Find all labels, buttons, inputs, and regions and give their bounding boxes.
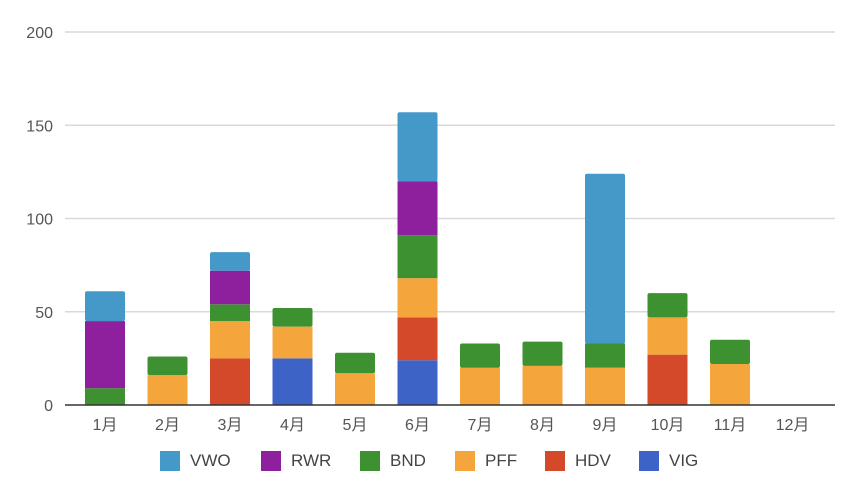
x-tick-label: 4月 xyxy=(280,417,305,434)
bars xyxy=(85,112,750,405)
legend-swatch xyxy=(360,451,380,471)
x-tick-label: 6月 xyxy=(405,417,430,434)
legend-item-bnd[interactable]: BND xyxy=(360,445,426,477)
x-tick-label: 2月 xyxy=(155,417,180,434)
bar-pff-8 xyxy=(522,365,563,405)
x-tick-label: 1月 xyxy=(93,417,118,434)
legend-swatch xyxy=(545,451,565,471)
legend-swatch xyxy=(261,451,281,471)
bar-vwo-9 xyxy=(585,173,625,344)
x-tick-label: 11月 xyxy=(714,417,747,434)
bar-bnd-8 xyxy=(522,341,563,366)
legend-label: VWO xyxy=(190,451,231,470)
legend-item-hdv[interactable]: HDV xyxy=(545,445,611,477)
bar-hdv-3 xyxy=(210,358,250,405)
y-tick-label: 150 xyxy=(26,118,53,135)
bar-bnd-11 xyxy=(710,339,750,364)
y-tick-label: 100 xyxy=(26,212,53,229)
bar-pff-3 xyxy=(210,321,250,359)
x-tick-label: 12月 xyxy=(776,417,810,434)
y-tick-label: 50 xyxy=(35,305,53,322)
bar-bnd-5 xyxy=(335,352,375,374)
bar-hdv-6 xyxy=(397,317,438,361)
bar-pff-7 xyxy=(460,367,500,405)
y-tick-label: 200 xyxy=(26,25,53,42)
bar-vwo-3 xyxy=(210,252,250,271)
legend-item-rwr[interactable]: RWR xyxy=(261,445,331,477)
bar-pff-9 xyxy=(585,367,625,405)
bar-bnd-6 xyxy=(397,235,438,279)
bar-vwo-1 xyxy=(85,291,125,322)
legend-swatch xyxy=(639,451,659,471)
x-tick-label: 10月 xyxy=(651,417,685,434)
bar-pff-11 xyxy=(710,363,750,405)
bar-bnd-4 xyxy=(272,308,313,327)
x-tick-label: 7月 xyxy=(468,417,493,434)
bar-vig-6 xyxy=(397,360,438,405)
legend-label: BND xyxy=(390,451,426,470)
bar-rwr-1 xyxy=(85,321,125,389)
bar-pff-4 xyxy=(272,326,313,359)
bar-hdv-10 xyxy=(647,354,688,405)
y-tick-label: 0 xyxy=(44,398,53,415)
bar-vwo-6 xyxy=(397,112,438,182)
x-tick-label: 8月 xyxy=(530,417,555,434)
bar-bnd-3 xyxy=(210,304,250,322)
legend-item-pff[interactable]: PFF xyxy=(455,445,517,477)
x-axis-ticks: 1月 2月 3月 4月 5月 6月 7月 8月 9月 10月 11月 12月 xyxy=(93,417,810,434)
legend-swatch xyxy=(160,451,180,471)
x-tick-label: 3月 xyxy=(218,417,243,434)
legend-item-vig[interactable]: VIG xyxy=(639,445,698,477)
x-tick-label: 5月 xyxy=(343,417,368,434)
x-tick-label: 9月 xyxy=(593,417,618,434)
legend-swatch xyxy=(455,451,475,471)
bar-rwr-3 xyxy=(210,270,250,305)
bar-rwr-6 xyxy=(397,181,438,236)
legend-item-vwo[interactable]: VWO xyxy=(160,445,231,477)
bar-pff-5 xyxy=(335,373,375,405)
bar-pff-2 xyxy=(147,375,188,405)
bar-vig-4 xyxy=(272,358,313,405)
legend-label: VIG xyxy=(669,451,699,470)
legend-label: RWR xyxy=(291,451,332,470)
gridlines xyxy=(65,31,835,313)
bar-bnd-7 xyxy=(460,343,500,368)
bar-pff-6 xyxy=(397,278,438,318)
stacked-bar-chart: 0 50 100 150 200 1月 2月 3月 4月 5月 6月 7月 8月 9月 10月 11月 12月 xyxy=(26,25,835,434)
legend-label: HDV xyxy=(575,451,611,470)
bar-bnd-2 xyxy=(147,356,188,376)
bar-bnd-1 xyxy=(85,388,125,405)
bar-bnd-10 xyxy=(647,293,688,318)
legend: VWO RWR BND PFF HDV VIG xyxy=(0,445,854,477)
bar-pff-10 xyxy=(647,317,688,355)
bar-bnd-9 xyxy=(585,343,625,368)
y-axis-ticks: 0 50 100 150 200 xyxy=(26,25,53,415)
legend-label: PFF xyxy=(485,451,518,470)
